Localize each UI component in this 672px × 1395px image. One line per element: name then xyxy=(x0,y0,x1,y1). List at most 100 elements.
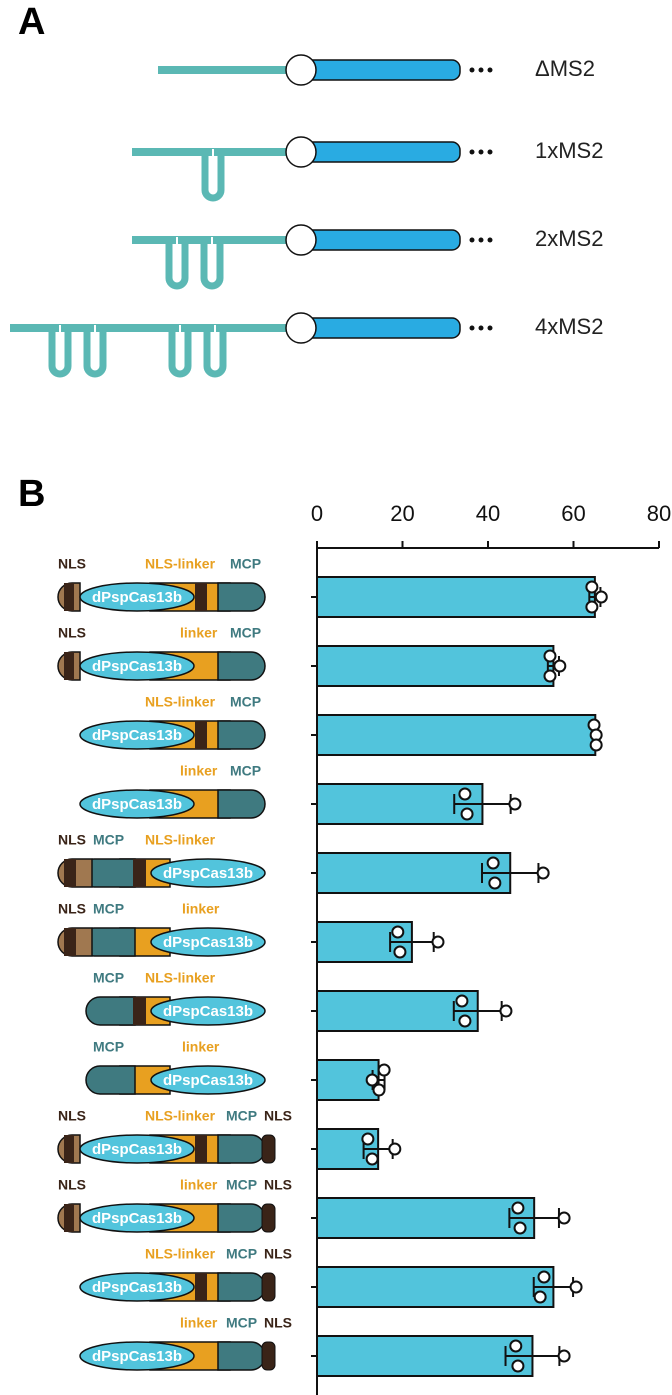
ellipsis-dot xyxy=(470,326,475,331)
data-point xyxy=(367,1154,378,1165)
domain-label: NLS-linker xyxy=(145,1246,216,1262)
data-point xyxy=(488,858,499,869)
ellipsis-dot xyxy=(479,68,484,73)
cap xyxy=(286,55,316,85)
domain-label: NLS xyxy=(264,1177,292,1193)
coding-region xyxy=(295,318,460,338)
domain-label: NLS-linker xyxy=(145,970,216,986)
data-point xyxy=(539,1272,550,1283)
data-point xyxy=(586,602,597,613)
protein-label: dPspCas13b xyxy=(163,934,253,951)
nls-segment xyxy=(133,997,146,1025)
data-point xyxy=(554,661,565,672)
cap xyxy=(286,225,316,255)
figure: A B ΔMS21xMS22xMS24xMS2020406080dPspCas1… xyxy=(0,0,672,1395)
protein-label: dPspCas13b xyxy=(163,1003,253,1020)
data-point xyxy=(538,868,549,879)
nls-segment xyxy=(64,1204,74,1232)
x-tick-label: 40 xyxy=(476,501,500,526)
construct-label: 2xMS2 xyxy=(535,226,603,251)
domain-label: MCP xyxy=(226,1108,257,1124)
nls-segment xyxy=(64,1135,74,1163)
data-point xyxy=(596,592,607,603)
mcp xyxy=(218,721,265,749)
ellipsis-dot xyxy=(470,238,475,243)
domain-label: linker xyxy=(180,625,218,641)
nls-segment xyxy=(133,859,146,887)
domain-label: MCP xyxy=(226,1177,257,1193)
domain-label: NLS xyxy=(58,901,86,917)
data-point xyxy=(394,947,405,958)
protein-label: dPspCas13b xyxy=(92,727,182,744)
data-point xyxy=(362,1134,373,1145)
bar xyxy=(317,1198,534,1238)
mcp xyxy=(218,790,265,818)
data-point xyxy=(432,937,443,948)
construct-label: ΔMS2 xyxy=(535,56,595,81)
domain-label: MCP xyxy=(93,901,124,917)
domain-label: linker xyxy=(180,763,218,779)
domain-label: MCP xyxy=(230,556,261,572)
bar xyxy=(317,1336,532,1376)
domain-label: linker xyxy=(180,1177,218,1193)
domain-label: NLS xyxy=(264,1246,292,1262)
protein-label: dPspCas13b xyxy=(92,1210,182,1227)
nls-segment xyxy=(64,928,76,956)
data-point xyxy=(367,1075,378,1086)
domain-label: NLS-linker xyxy=(145,556,216,572)
bar xyxy=(317,1267,553,1307)
cap xyxy=(286,313,316,343)
ellipsis-dot xyxy=(488,326,493,331)
x-tick-label: 60 xyxy=(561,501,585,526)
construct-label: 1xMS2 xyxy=(535,138,603,163)
domain-label: MCP xyxy=(226,1315,257,1331)
x-tick-label: 20 xyxy=(390,501,414,526)
domain-label: NLS-linker xyxy=(145,832,216,848)
coding-region xyxy=(295,60,460,80)
domain-label: linker xyxy=(182,1039,220,1055)
construct-label: 4xMS2 xyxy=(535,314,603,339)
data-point xyxy=(571,1282,582,1293)
ellipsis-dot xyxy=(479,326,484,331)
mcp xyxy=(86,1066,135,1094)
data-point xyxy=(512,1361,523,1372)
domain-label: MCP xyxy=(93,970,124,986)
mcp xyxy=(218,1204,265,1232)
data-point xyxy=(535,1292,546,1303)
domain-label: NLS-linker xyxy=(145,1108,216,1124)
data-point xyxy=(459,789,470,800)
nls-segment xyxy=(195,721,207,749)
protein-label: dPspCas13b xyxy=(92,796,182,813)
nls-segment xyxy=(195,1273,207,1301)
data-point xyxy=(512,1203,523,1214)
data-point xyxy=(456,996,467,1007)
ellipsis-dot xyxy=(488,150,493,155)
protein-label: dPspCas13b xyxy=(92,658,182,675)
ellipsis-dot xyxy=(470,150,475,155)
data-point xyxy=(591,740,602,751)
domain-label: NLS xyxy=(58,556,86,572)
domain-label: NLS xyxy=(58,1177,86,1193)
data-point xyxy=(509,799,520,810)
domain-label: NLS xyxy=(58,1108,86,1124)
domain-label: MCP xyxy=(93,832,124,848)
coding-region xyxy=(295,230,460,250)
protein-label: dPspCas13b xyxy=(163,1072,253,1089)
x-tick-label: 0 xyxy=(311,501,323,526)
domain-label: NLS xyxy=(264,1108,292,1124)
ellipsis-dot xyxy=(479,150,484,155)
nls-segment xyxy=(195,583,207,611)
data-point xyxy=(515,1223,526,1234)
data-point xyxy=(389,1144,400,1155)
panel-label: B xyxy=(18,473,45,515)
domain-label: MCP xyxy=(226,1246,257,1262)
domain-label: linker xyxy=(180,1315,218,1331)
nls-segment xyxy=(262,1135,275,1163)
ellipsis-dot xyxy=(488,68,493,73)
x-tick-label: 80 xyxy=(647,501,671,526)
coding-region xyxy=(295,142,460,162)
data-point xyxy=(544,671,555,682)
data-point xyxy=(500,1006,511,1017)
domain-label: NLS-linker xyxy=(145,694,216,710)
mcp xyxy=(218,1342,265,1370)
